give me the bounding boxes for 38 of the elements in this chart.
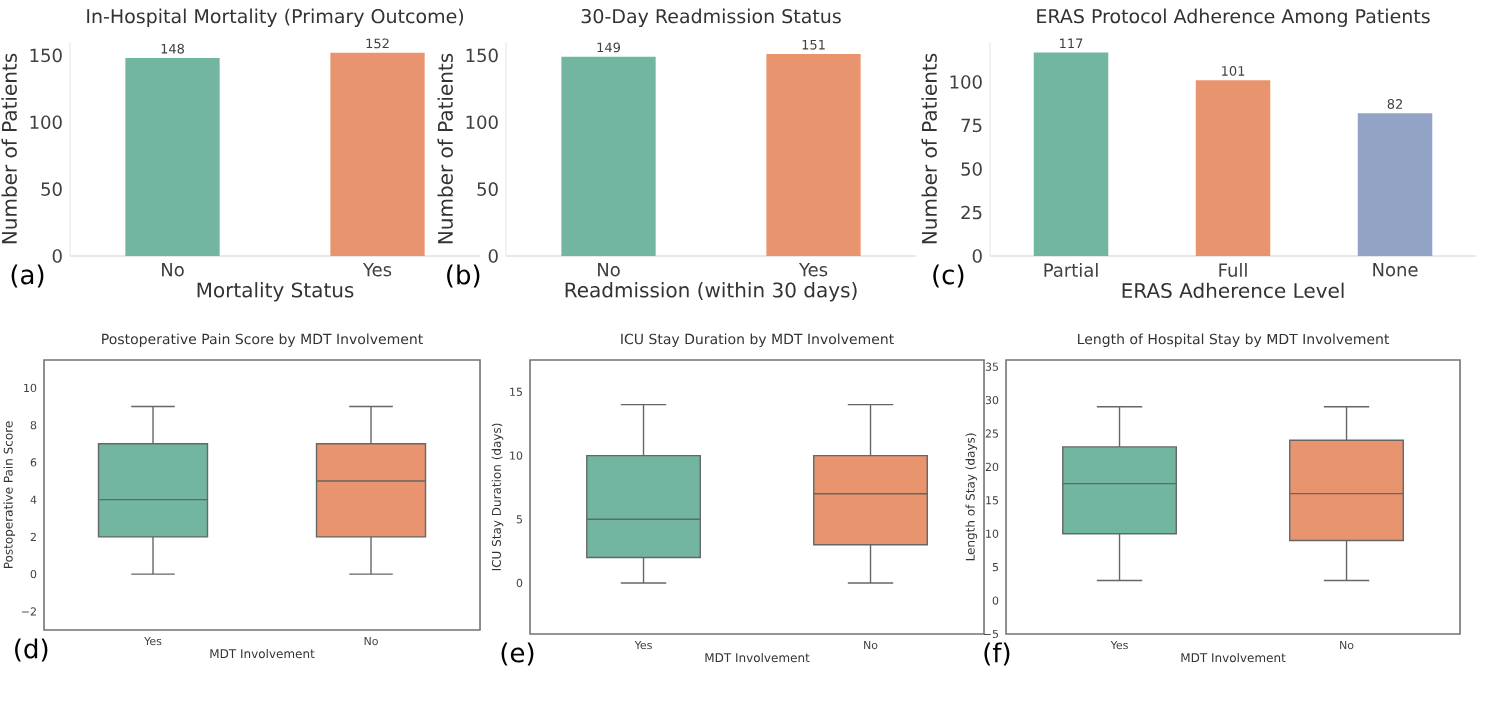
x-tick-label: No <box>162 263 184 277</box>
chart-title: ERAS Protocol Adherence Among Patients <box>1037 8 1430 27</box>
x-tick-label: Yes <box>362 263 392 277</box>
y-tick-label: 0 <box>52 249 62 263</box>
bar <box>1195 80 1271 256</box>
text: (d) <box>15 638 48 662</box>
x-tick-label: Yes <box>798 263 828 277</box>
y-tick-label: 100 <box>950 75 982 89</box>
y-tick-label: 100 <box>30 115 62 130</box>
y-tick-label: 100 <box>466 115 498 130</box>
chart-title: 30-Day Readmission Status <box>581 8 841 27</box>
x-axis-title: Mortality Status <box>197 282 354 302</box>
y-tick-label: 25 <box>961 205 982 220</box>
y-tick-label: 75 <box>961 118 982 133</box>
y-axis-title: Number of Patients <box>437 53 453 244</box>
y-tick-label: 50 <box>477 182 498 196</box>
text: (e) <box>501 642 534 666</box>
y-axis-title: Number of Patients <box>921 53 937 244</box>
text: (c) <box>933 264 964 288</box>
x-tick-label: Full <box>1219 263 1247 277</box>
y-tick-label: 0 <box>488 249 498 263</box>
y-tick-label: 50 <box>41 182 62 196</box>
x-tick-label: None <box>1373 263 1418 277</box>
text: (f) <box>984 642 1010 666</box>
y-tick-label: 50 <box>961 162 982 176</box>
y-tick-label: 150 <box>30 48 62 63</box>
chart-title: In-Hospital Mortality (Primary Outcome) <box>87 8 464 27</box>
x-tick-label: Partial <box>1044 263 1098 277</box>
y-tick-label: 0 <box>972 249 982 263</box>
text: (a) <box>11 264 44 288</box>
bar <box>1357 113 1433 256</box>
x-tick-label: No <box>598 263 620 277</box>
x-axis-title: Readmission (within 30 days) <box>565 282 857 302</box>
bar <box>1033 52 1109 256</box>
text: (b) <box>447 264 480 288</box>
x-axis-title: ERAS Adherence Level <box>1122 282 1344 299</box>
y-tick-label: 150 <box>466 48 498 63</box>
y-axis-title: Number of Patients <box>1 53 17 244</box>
